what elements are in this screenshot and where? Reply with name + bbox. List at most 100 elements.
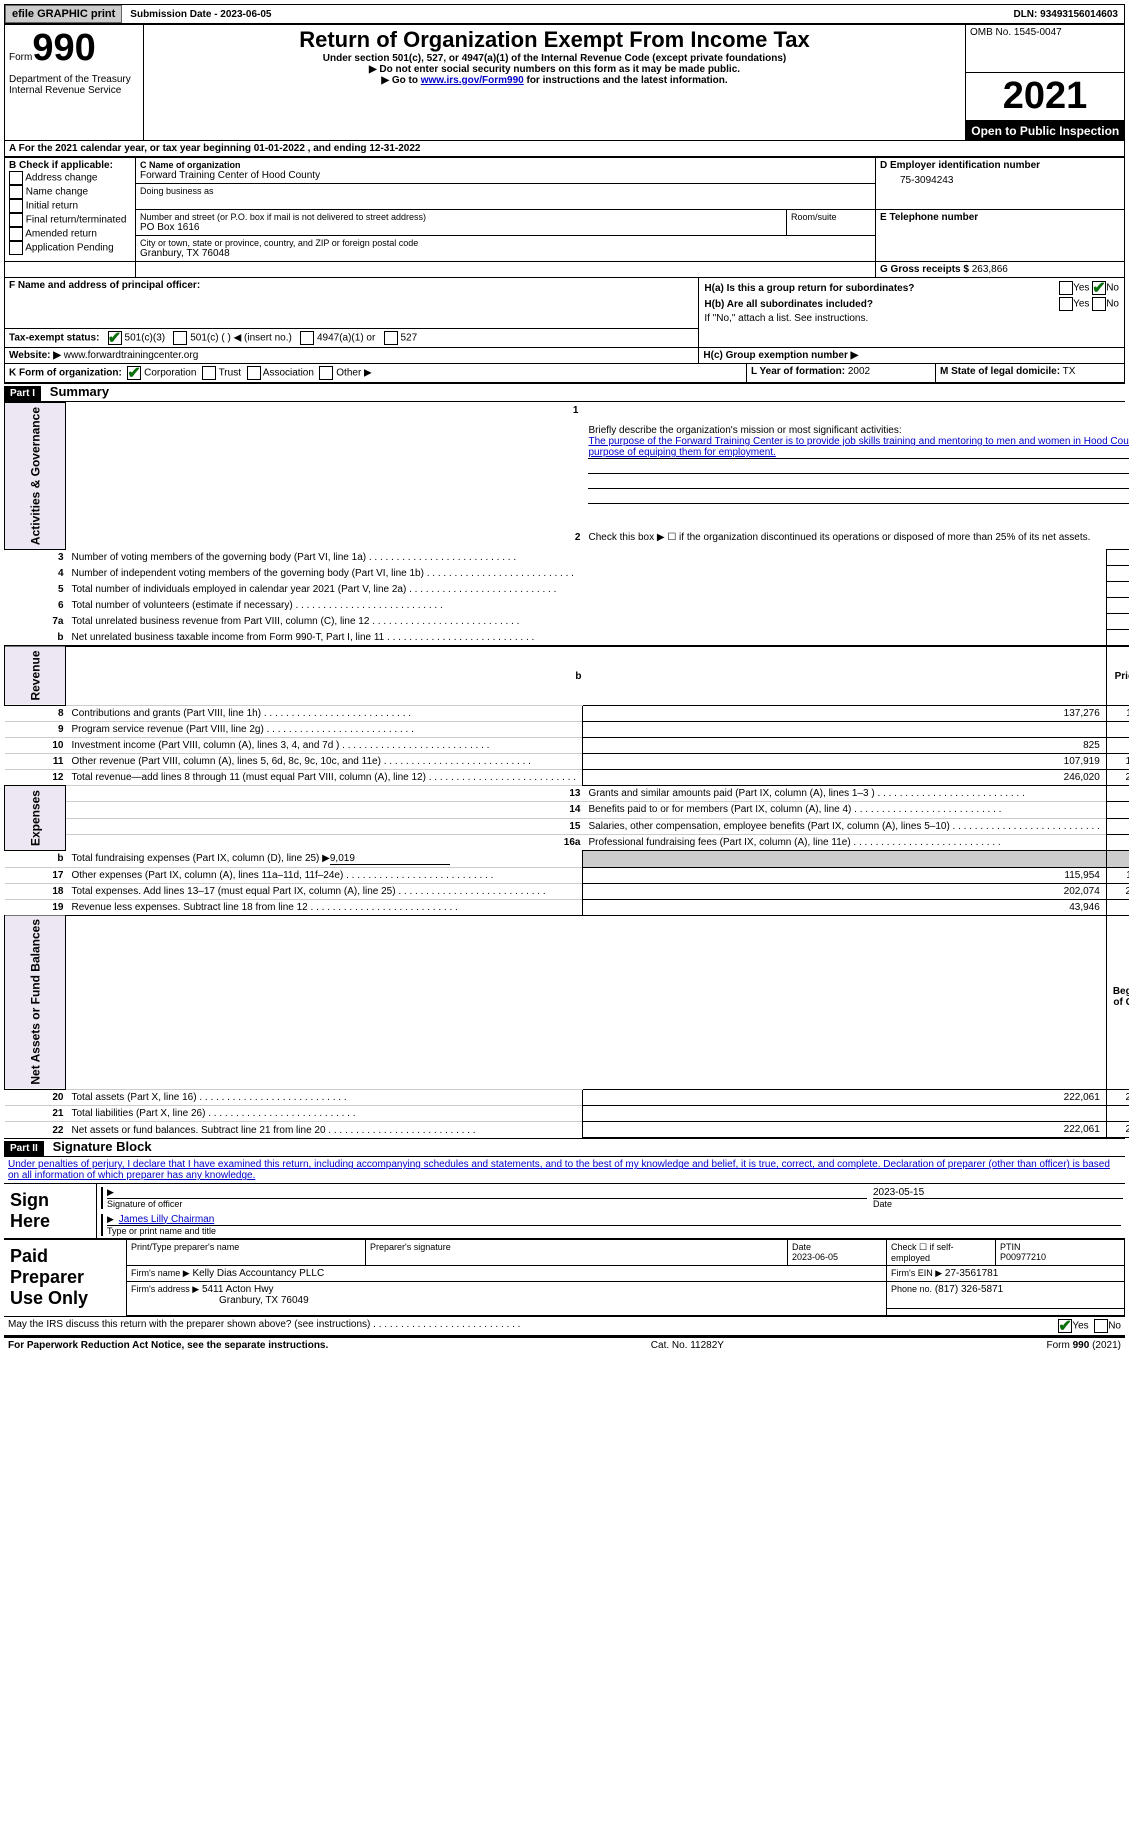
omb-number: OMB No. 1545-0047 [970, 27, 1120, 38]
form990-link[interactable]: www.irs.gov/Form990 [421, 75, 524, 86]
row-22-current: 221,361 [1106, 1122, 1129, 1138]
footer-cat: Cat. No. 11282Y [328, 1340, 1046, 1351]
row-14-num: 14 [66, 802, 583, 818]
te-4947-checkbox[interactable] [300, 331, 314, 345]
ha-no-checkbox[interactable] [1092, 281, 1106, 295]
row-8-text: Contributions and grants (Part VIII, lin… [66, 706, 583, 722]
gross-receipts: 263,866 [972, 264, 1008, 275]
row-8-prior: 137,276 [582, 706, 1106, 722]
irs-label: Internal Revenue Service [9, 85, 139, 96]
part1-header-row: Part I Summary [4, 383, 1125, 402]
row-18-current: 228,178 [1106, 883, 1129, 899]
row-12-prior: 246,020 [582, 770, 1106, 786]
hc-label: H(c) Group exemption number ▶ [703, 350, 858, 361]
state-label: M State of legal domicile: [940, 366, 1060, 377]
year-formation: 2002 [848, 366, 870, 377]
firm-ein-label: Firm's EIN ▶ [891, 1268, 942, 1278]
identity-block: B Check if applicable: Address change Na… [4, 157, 1125, 278]
check-address-change[interactable] [9, 171, 23, 185]
row-19-prior: 43,946 [582, 899, 1106, 915]
row-11-prior: 107,919 [582, 754, 1106, 770]
row-20-prior: 222,061 [582, 1090, 1106, 1106]
net-label: Net Assets or Fund Balances [5, 915, 66, 1090]
check-amended-return[interactable] [9, 227, 23, 241]
row-6-text: Total number of volunteers (estimate if … [66, 598, 1107, 614]
check-application-pending[interactable] [9, 241, 23, 255]
row-16a-num: 16a [66, 834, 583, 850]
submission-date: Submission Date - 2023-06-05 [124, 9, 277, 20]
te-527-checkbox[interactable] [384, 331, 398, 345]
gross-label: G Gross receipts $ [880, 264, 969, 275]
discuss-yes-checkbox[interactable] [1058, 1319, 1072, 1333]
mission-text[interactable]: The purpose of the Forward Training Cent… [588, 436, 1129, 458]
corp-checkbox[interactable] [127, 366, 141, 380]
discuss-no-checkbox[interactable] [1094, 1319, 1108, 1333]
hb-yes-checkbox[interactable] [1059, 297, 1073, 311]
q2-text: Check this box ▶ ☐ if the organization d… [582, 526, 1129, 549]
hb-no-checkbox[interactable] [1092, 297, 1106, 311]
preparer-block: Paid Preparer Use Only Print/Type prepar… [4, 1238, 1125, 1316]
16b-value: 9,019 [330, 853, 450, 865]
row-7b-box: 7b [1106, 630, 1129, 647]
prep-date-label: Date [792, 1242, 882, 1252]
check-final-return-terminated[interactable] [9, 213, 23, 227]
website: www.forwardtrainingcenter.org [64, 350, 199, 361]
row-22-num: 22 [5, 1122, 66, 1138]
row-22-text: Net assets or fund balances. Subtract li… [66, 1122, 583, 1138]
check-initial-return[interactable] [9, 199, 23, 213]
check-name-change[interactable] [9, 185, 23, 199]
addr: PO Box 1616 [140, 222, 782, 233]
row-9-current: 0 [1106, 722, 1129, 738]
begin-year-hdr: Beginning of Current Year [1106, 915, 1129, 1090]
ha-label: H(a) Is this a group return for subordin… [704, 283, 914, 294]
row-13-num: 13 [66, 786, 583, 802]
te-5013-checkbox[interactable] [108, 331, 122, 345]
row-16a-prior [1106, 834, 1129, 850]
row-12-text: Total revenue—add lines 8 through 11 (mu… [66, 770, 583, 786]
row-7b-num: b [5, 630, 66, 647]
row-10-current: 5,461 [1106, 738, 1129, 754]
prep-date: 2023-06-05 [792, 1252, 882, 1262]
row-18-prior: 202,074 [582, 883, 1106, 899]
row-16a-text: Professional fundraising fees (Part IX, … [582, 834, 1106, 850]
dba-label: Doing business as [140, 186, 871, 196]
footer-right: Form 990 (2021) [1047, 1340, 1121, 1351]
part1-table: Activities & Governance 1 Briefly descri… [4, 402, 1129, 1138]
org-name: Forward Training Center of Hood County [140, 170, 871, 181]
tax-exempt-label: Tax-exempt status: [9, 333, 99, 344]
16b-num: b [5, 851, 66, 868]
form-header: Form990 Return of Organization Exempt Fr… [4, 24, 1125, 141]
open-to-public: Open to Public Inspection [966, 120, 1125, 141]
row-4-num: 4 [5, 566, 66, 582]
16b-text: Total fundraising expenses (Part IX, col… [72, 853, 330, 864]
part1-title: Summary [44, 384, 109, 399]
efile-print-button[interactable]: efile GRAPHIC print [5, 5, 122, 23]
row-3-box: 3 [1106, 550, 1129, 566]
assoc-checkbox[interactable] [247, 366, 261, 380]
discuss-question: May the IRS discuss this return with the… [8, 1319, 1058, 1333]
row-15-prior: 86,120 [1106, 818, 1129, 834]
sig-date-value: 2023-05-15 [873, 1187, 1123, 1198]
officer-name-title[interactable]: James Lilly Chairman [119, 1214, 215, 1225]
other-checkbox[interactable] [319, 366, 333, 380]
hb-label: H(b) Are all subordinates included? [704, 299, 873, 310]
row-17-current: 115,145 [1106, 867, 1129, 883]
te-501c-checkbox[interactable] [173, 331, 187, 345]
firm-phone-label: Phone no. [891, 1284, 932, 1294]
form-note1: ▶ Do not enter social security numbers o… [148, 64, 961, 75]
ha-yes-checkbox[interactable] [1059, 281, 1073, 295]
firm-ein: 27-3561781 [945, 1268, 998, 1279]
row-21-current: 2,060 [1106, 1106, 1129, 1122]
tax-year: 2021 [966, 72, 1125, 120]
row-19-current: -700 [1106, 899, 1129, 915]
trust-checkbox[interactable] [202, 366, 216, 380]
row-9-text: Program service revenue (Part VIII, line… [66, 722, 583, 738]
row-10-num: 10 [5, 738, 66, 754]
declaration-text[interactable]: Under penalties of perjury, I declare th… [8, 1159, 1110, 1181]
website-label: Website: ▶ [9, 350, 61, 361]
room-label: Room/suite [791, 212, 871, 222]
16b-current-grey [1106, 851, 1129, 868]
row-5-text: Total number of individuals employed in … [66, 582, 1107, 598]
phone-label: E Telephone number [880, 212, 1120, 223]
prep-name-label: Print/Type preparer's name [127, 1239, 366, 1266]
